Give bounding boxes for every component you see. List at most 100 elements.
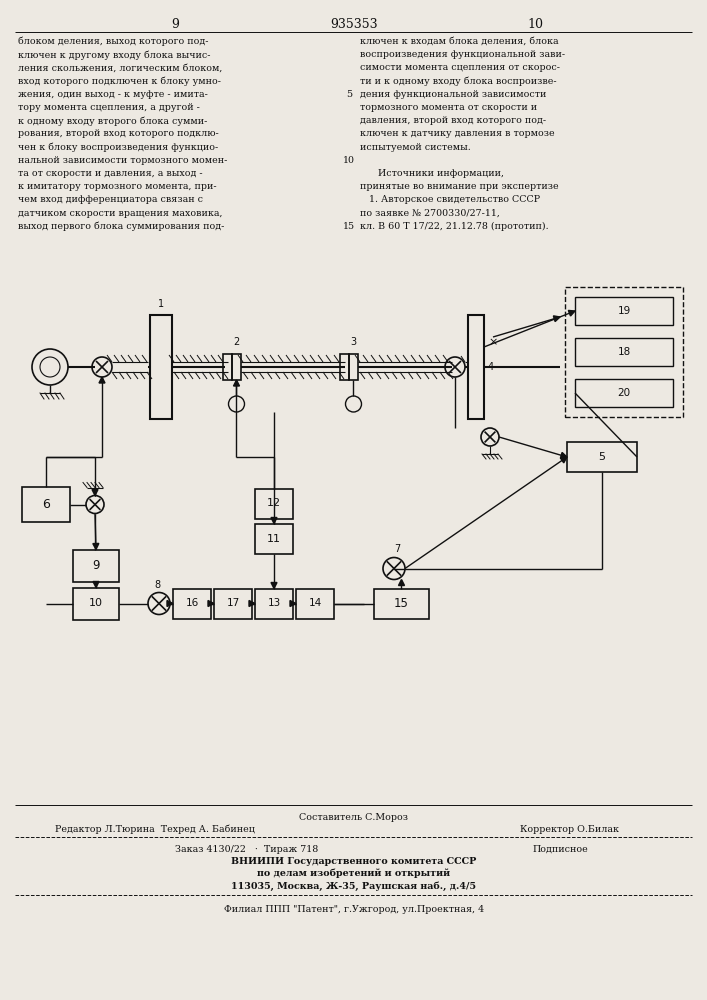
Bar [223,354,232,380]
Polygon shape [271,582,277,588]
Bar [567,442,637,472]
Text: симости момента сцепления от скорос-: симости момента сцепления от скорос- [360,63,560,72]
Polygon shape [249,600,255,606]
Text: выход первого блока суммирования под-: выход первого блока суммирования под- [18,222,224,231]
Polygon shape [167,600,173,606]
Text: 10: 10 [89,598,103,608]
Text: чем вход дифференциатора связан с: чем вход дифференциатора связан с [18,195,203,204]
Text: 1: 1 [158,299,164,309]
Text: дения функциональной зависимости: дения функциональной зависимости [360,90,547,99]
Text: 11: 11 [267,534,281,544]
Text: рования, второй вход которого подклю-: рования, второй вход которого подклю- [18,129,218,138]
Circle shape [445,357,465,377]
Text: 10: 10 [343,156,355,165]
Text: к одному входу второго блока сумми-: к одному входу второго блока сумми- [18,116,207,126]
Text: Источники информации,: Источники информации, [360,169,504,178]
Bar [214,588,252,618]
Circle shape [40,357,60,377]
Text: 14: 14 [308,598,322,608]
Bar [255,524,293,554]
Text: 5: 5 [346,90,352,99]
Text: 6: 6 [42,498,50,511]
Bar [575,338,673,366]
Text: 935353: 935353 [330,18,378,31]
Bar [565,287,683,417]
Text: к имитатору тормозного момента, при-: к имитатору тормозного момента, при- [18,182,216,191]
Bar [575,379,673,407]
Circle shape [32,349,68,385]
Text: Корректор О.Билак: Корректор О.Билак [520,825,619,834]
Text: 13: 13 [267,598,281,608]
Text: Редактор Л.Тюрина  Техред А. Бабинец: Редактор Л.Тюрина Техред А. Бабинец [55,825,255,834]
Bar [374,588,429,618]
Bar [150,315,172,419]
Text: Подписное: Подписное [532,845,588,854]
Polygon shape [92,489,98,495]
Text: нальной зависимости тормозного момен-: нальной зависимости тормозного момен- [18,156,228,165]
Circle shape [346,396,361,412]
Polygon shape [99,377,105,383]
Text: 9: 9 [92,559,100,572]
Text: 4: 4 [488,362,494,372]
Text: жения, один выход - к муфте - имита-: жения, один выход - к муфте - имита- [18,90,208,99]
Text: ключен к датчику давления в тормозе: ключен к датчику давления в тормозе [360,129,554,138]
Circle shape [228,396,245,412]
Text: та от скорости и давления, а выход -: та от скорости и давления, а выход - [18,169,203,178]
Text: Заказ 4130/22   ·  Тираж 718: Заказ 4130/22 · Тираж 718 [175,845,318,854]
Text: 12: 12 [267,498,281,508]
Bar [232,354,241,380]
Bar [349,354,358,380]
Circle shape [148,592,170,614]
Text: тору момента сцепления, а другой -: тору момента сцепления, а другой - [18,103,200,112]
Bar [173,588,211,618]
Text: ×: × [489,337,498,347]
Polygon shape [290,600,296,606]
Text: чен к блоку воспроизведения функцио-: чен к блоку воспроизведения функцио- [18,143,218,152]
Polygon shape [561,457,567,463]
Text: ключен к другому входу блока вычис-: ключен к другому входу блока вычис- [18,50,211,60]
Polygon shape [568,310,575,316]
Text: ВНИИПИ Государственного комитета СССР: ВНИИПИ Государственного комитета СССР [231,857,477,866]
Text: блоком деления, выход которого под-: блоком деления, выход которого под- [18,37,209,46]
Text: 113035, Москва, Ж-35, Раушская наб., д.4/5: 113035, Москва, Ж-35, Раушская наб., д.4… [231,881,477,891]
Text: испытуемой системы.: испытуемой системы. [360,143,471,152]
Text: 9: 9 [171,18,179,31]
Bar [255,588,293,618]
Text: 15: 15 [394,597,409,610]
Bar [73,587,119,619]
Text: ления скольжения, логическим блоком,: ления скольжения, логическим блоком, [18,63,223,72]
Text: 7: 7 [394,544,400,554]
Circle shape [86,495,104,514]
Text: вход которого подключен к блоку умно-: вход которого подключен к блоку умно- [18,77,221,86]
Text: кл. В 60 Т 17/22, 21.12.78 (прототип).: кл. В 60 Т 17/22, 21.12.78 (прототип). [360,222,549,231]
Polygon shape [554,316,560,322]
Text: 10: 10 [527,18,543,31]
Circle shape [383,558,405,580]
Text: давления, второй вход которого под-: давления, второй вход которого под- [360,116,546,125]
Bar [468,315,484,419]
Text: по заявке № 2700330/27-11,: по заявке № 2700330/27-11, [360,209,500,218]
Circle shape [92,357,112,377]
Text: 20: 20 [617,388,631,398]
Text: 16: 16 [185,598,199,608]
Text: 17: 17 [226,598,240,608]
Text: ти и к одному входу блока воспроизве-: ти и к одному входу блока воспроизве- [360,77,556,86]
Polygon shape [208,600,214,606]
Text: 1. Авторское свидетельство СССР: 1. Авторское свидетельство СССР [360,195,540,204]
Text: датчиком скорости вращения маховика,: датчиком скорости вращения маховика, [18,209,223,218]
Text: 19: 19 [617,306,631,316]
Bar [255,488,293,518]
Bar [296,588,334,618]
Polygon shape [93,582,99,587]
Polygon shape [271,518,277,524]
Polygon shape [93,543,99,550]
Bar [575,297,673,325]
Text: тормозного момента от скорости и: тормозного момента от скорости и [360,103,537,112]
Polygon shape [561,452,567,458]
Bar [22,487,70,522]
Text: Филиал ППП "Патент", г.Ужгород, ул.Проектная, 4: Филиал ППП "Патент", г.Ужгород, ул.Проек… [224,905,484,914]
Text: Составитель С.Мороз: Составитель С.Мороз [300,813,409,822]
Text: принятые во внимание при экспертизе: принятые во внимание при экспертизе [360,182,559,191]
Text: воспроизведения функциональной зави-: воспроизведения функциональной зави- [360,50,565,59]
Text: 2: 2 [233,337,240,347]
